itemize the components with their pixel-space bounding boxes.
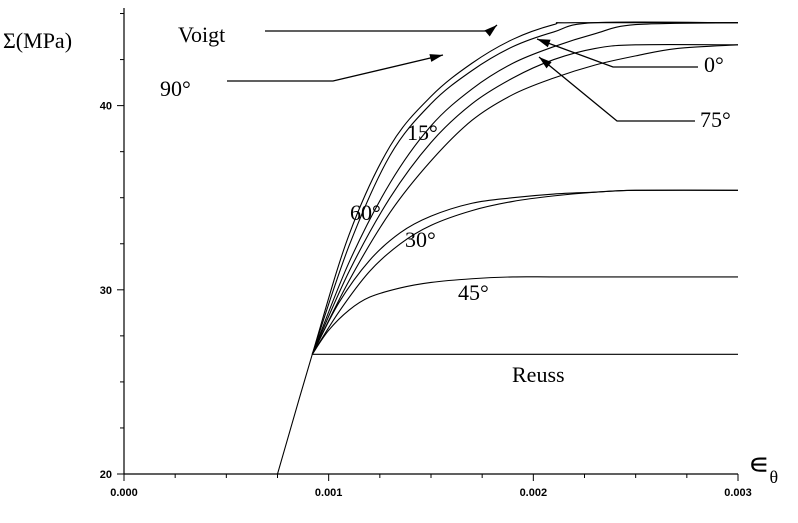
x-tick-label: 0.003: [724, 487, 752, 499]
arrowhead-75deg: [539, 57, 552, 69]
label-90deg: 90°: [160, 76, 191, 101]
y-tick-label: 30: [100, 285, 112, 297]
label-reuss: Reuss: [512, 362, 565, 387]
series-line-0deg: [311, 22, 739, 355]
leader-line-90deg: [227, 54, 444, 82]
label-0deg: 0°: [704, 52, 724, 77]
y-tick-label: 40: [100, 101, 112, 113]
curve-labels: Voigt 90° 0° 75° 15° 60° 30° 45° Reuss: [160, 22, 731, 387]
label-15deg: 15°: [407, 120, 438, 145]
series-line-30deg: [311, 189, 739, 355]
series-line-90deg: [311, 21, 739, 355]
leader-line-75deg: [538, 56, 695, 122]
label-75deg: 75°: [700, 107, 731, 132]
x-axis-title-subscript: θ: [770, 467, 779, 487]
y-axis-title: Σ(MPa): [3, 28, 72, 53]
tick-labels: 0.000 0.001 0.002 0.003 20 30 40: [100, 101, 752, 499]
x-tick-label: 0.002: [520, 487, 548, 499]
arrowhead-voigt: [484, 25, 497, 37]
label-30deg: 30°: [405, 227, 436, 252]
label-45deg: 45°: [458, 280, 489, 305]
leader-line-0deg: [536, 38, 698, 68]
series-line-15deg: [311, 44, 739, 355]
x-tick-label: 0.001: [315, 487, 343, 499]
x-axis-title-main: ∊: [748, 448, 770, 481]
curves: [276, 21, 739, 475]
series-line-75deg: [311, 44, 739, 355]
arrowhead-90deg: [429, 54, 443, 62]
series-line-45deg: [311, 276, 738, 355]
y-tick-label: 20: [100, 469, 112, 481]
arrowhead-0deg: [537, 39, 551, 48]
leaders: [227, 24, 698, 122]
label-60deg: 60°: [350, 200, 381, 225]
series-line-voigt: [276, 22, 739, 475]
ticks: [117, 13, 739, 481]
leader-line-voigt: [265, 24, 498, 32]
label-voigt: Voigt: [178, 22, 225, 47]
x-axis-title: ∊θ: [748, 448, 778, 487]
x-tick-label: 0.000: [110, 487, 138, 499]
